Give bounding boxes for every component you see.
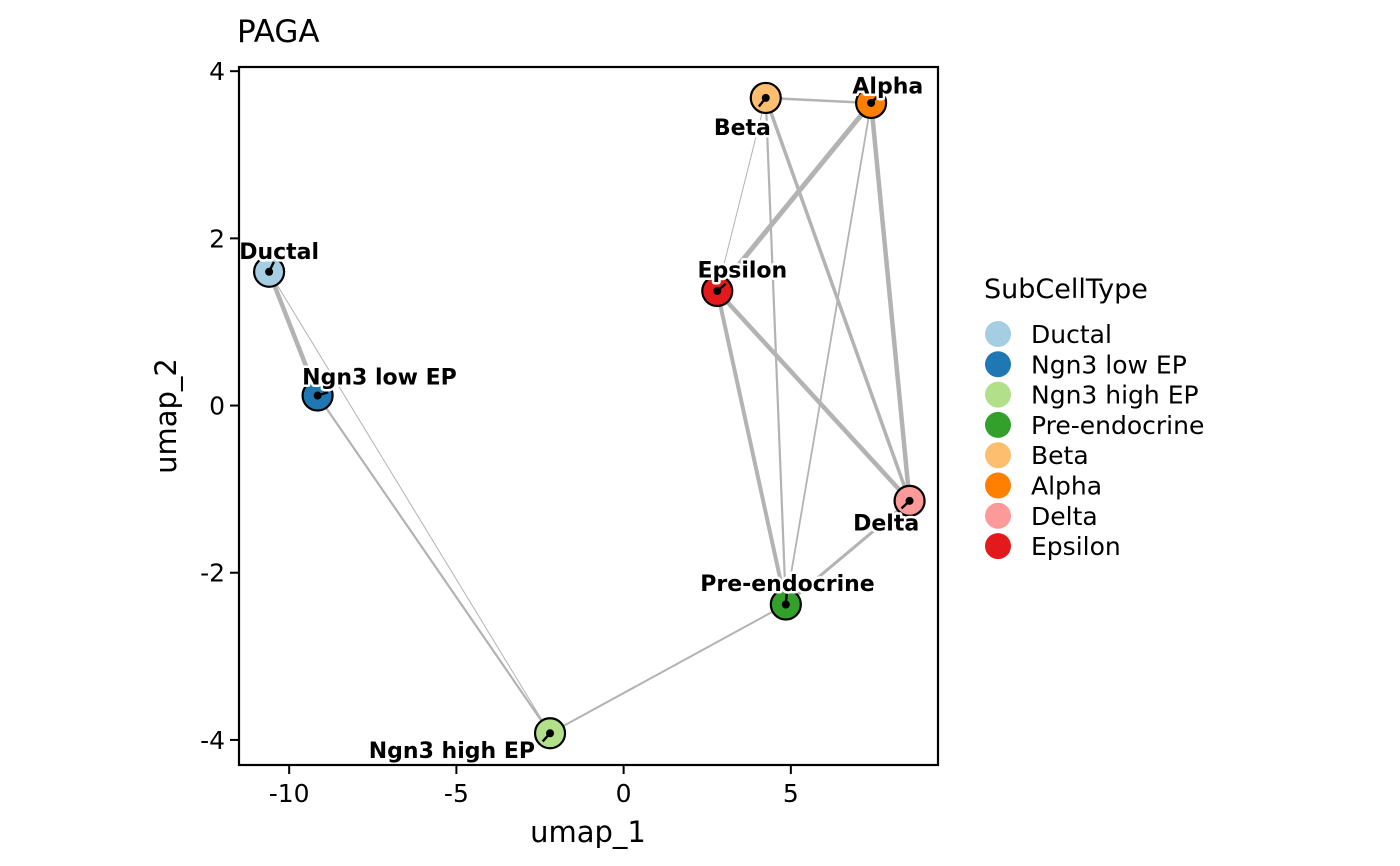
node-label-alpha: Alpha — [852, 74, 923, 99]
edge-pre-endocrine-beta — [764, 96, 787, 606]
x-tick-label: 0 — [616, 779, 632, 808]
node-label-epsilon: Epsilon — [697, 258, 787, 283]
legend-label-ductal: Ductal — [1031, 320, 1112, 349]
y-tick-label: 4 — [209, 57, 225, 86]
legend-label-alpha: Alpha — [1031, 472, 1102, 501]
y-axis-title: umap_2 — [149, 358, 183, 474]
legend-swatch-pre-endocrine — [985, 411, 1011, 438]
edge-beta-delta — [764, 96, 912, 503]
legend-label-pre-endocrine: Pre-endocrine — [1031, 411, 1204, 440]
node-center-ngn3-low-ep — [313, 391, 322, 400]
edge-ngn3-low-ep-ngn3-high-ep — [316, 394, 552, 735]
legend-swatch-alpha — [985, 472, 1011, 499]
y-tick-label: 0 — [209, 392, 225, 421]
legend-swatch-delta — [985, 502, 1011, 529]
node-label-pre-endocrine: Pre-endocrine — [700, 572, 875, 597]
edge-layer — [266, 96, 912, 735]
edge-ductal-ngn3-low-ep — [266, 269, 320, 398]
label-layer: Ductal Ngn3 low EP Ngn3 high EP Pre-endocri… — [237, 72, 926, 767]
node-layer — [253, 81, 926, 750]
edge-pre-endocrine-delta — [784, 499, 912, 607]
node-label-ductal: Ductal — [239, 240, 319, 265]
node-center-beta — [761, 93, 770, 102]
node-center-ductal — [265, 267, 274, 276]
node-center-ngn3-high-ep — [546, 729, 555, 738]
x-tick-label: -5 — [444, 779, 469, 808]
node-center-epsilon — [713, 287, 722, 296]
legend-title: SubCellType — [984, 274, 1148, 305]
edge-pre-endocrine-epsilon — [715, 289, 788, 607]
edge-epsilon-beta — [716, 97, 767, 292]
node-center-delta — [905, 496, 914, 505]
y-tick-label: 2 — [209, 224, 225, 253]
y-tick-label: -4 — [200, 726, 225, 755]
node-label-beta: Beta — [714, 116, 771, 141]
edge-ductal-ngn3-high-ep — [268, 271, 551, 734]
chart-title: PAGA — [237, 14, 320, 50]
legend-label-delta: Delta — [1031, 502, 1098, 531]
legend-swatch-beta — [985, 442, 1011, 469]
legend-label-ngn3-low-ep: Ngn3 low EP — [1031, 350, 1187, 379]
legend-swatch-ngn3-high-ep — [985, 381, 1011, 408]
x-axis-title: umap_1 — [530, 815, 646, 849]
node-label-ngn3-high-ep: Ngn3 high EP — [369, 739, 535, 764]
legend-label-ngn3-high-ep: Ngn3 high EP — [1031, 381, 1199, 410]
x-tick-label: -10 — [269, 779, 310, 808]
y-axis: -4 -2 0 2 4 — [200, 57, 238, 755]
node-label-ngn3-low-ep: Ngn3 low EP — [302, 365, 457, 390]
legend-swatch-ngn3-low-ep — [985, 351, 1011, 378]
edge-alpha-delta — [868, 100, 912, 504]
x-tick-label: 5 — [783, 779, 799, 808]
legend-label-beta: Beta — [1031, 441, 1089, 470]
edge-beta-alpha — [764, 96, 873, 105]
plot-frame — [237, 65, 940, 767]
node-center-alpha — [867, 98, 876, 107]
node-center-pre-endocrine — [781, 600, 790, 609]
x-axis: -10 -5 0 5 — [269, 766, 799, 808]
edge-epsilon-alpha — [714, 100, 874, 294]
edge-ngn3-high-ep-pre-endocrine — [549, 603, 787, 735]
legend-swatch-epsilon — [985, 533, 1011, 560]
legend-label-epsilon: Epsilon — [1031, 532, 1121, 561]
edge-pre-endocrine-alpha — [784, 102, 873, 606]
y-tick-label: -2 — [200, 559, 225, 588]
edge-epsilon-delta — [715, 288, 912, 504]
node-label-delta: Delta — [853, 512, 919, 537]
legend-swatch-ductal — [985, 321, 1011, 347]
